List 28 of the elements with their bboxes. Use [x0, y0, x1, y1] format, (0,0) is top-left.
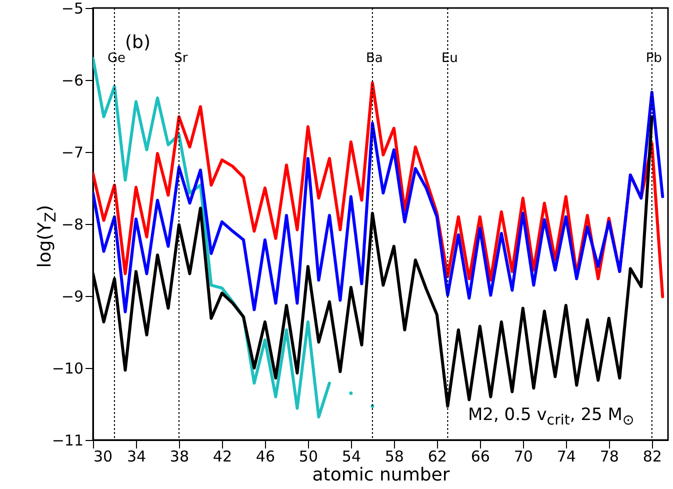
y-tick-label: −11	[52, 432, 84, 450]
x-tick-label: 46	[256, 448, 276, 466]
x-tick-label: 42	[212, 448, 232, 466]
x-tick-label: 50	[298, 448, 318, 466]
x-tick-label: 54	[342, 448, 361, 466]
annotation: M2, 0.5 v$_{crit}$, 25 M$_{⊙}$	[468, 405, 634, 428]
ref-line-label: Sr	[174, 51, 188, 66]
x-tick-label: 78	[600, 448, 619, 466]
ref-line-label: Ba	[366, 51, 383, 66]
x-tick-label: 38	[170, 448, 190, 466]
y-tick-label: −5	[61, 0, 84, 18]
x-axis-title: atomic number	[312, 464, 450, 486]
x-tick-label: 30	[94, 448, 113, 466]
annotation: (b)	[125, 32, 150, 53]
y-tick-label: −7	[61, 144, 84, 162]
y-tick-label: −10	[52, 360, 84, 378]
y-tick-label: −9	[61, 288, 84, 306]
x-tick-label: 70	[514, 448, 533, 466]
x-tick-label: 62	[428, 448, 447, 466]
x-tick-label: 66	[470, 448, 490, 466]
y-tick-label: −6	[61, 72, 84, 90]
ref-line-label: Eu	[441, 51, 458, 66]
x-tick-label: 82	[642, 448, 662, 466]
x-tick-label: 34	[126, 448, 146, 466]
y-tick-label: −8	[61, 216, 84, 234]
x-tick-label: 58	[384, 448, 404, 466]
ref-line-label: Pb	[646, 51, 662, 66]
x-tick-label: 74	[556, 448, 576, 466]
